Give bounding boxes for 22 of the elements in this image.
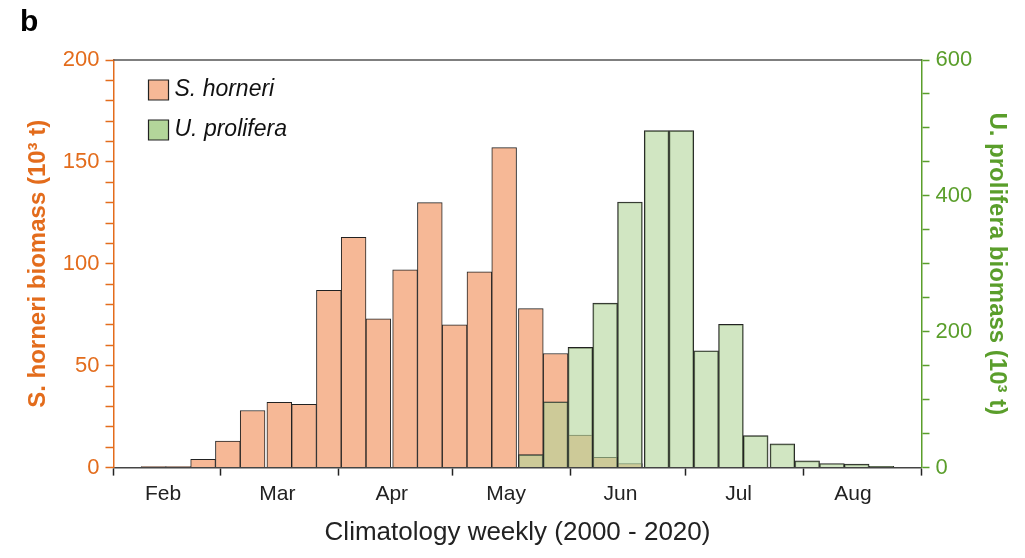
x-tick-label: May bbox=[486, 481, 527, 504]
x-axis-title: Climatology weekly (2000 - 2020) bbox=[324, 515, 711, 546]
y-tick-label: 150 bbox=[62, 147, 100, 173]
legend-label: S. horneri bbox=[174, 75, 276, 102]
x-tick-label: Apr bbox=[375, 481, 409, 504]
legend-label: U. prolifera bbox=[174, 115, 287, 142]
y-tick-label: 50 bbox=[75, 351, 100, 377]
y2-tick-label: 400 bbox=[935, 181, 973, 207]
x-tick-label: Feb bbox=[144, 481, 182, 504]
x-tick-label: Mar bbox=[259, 481, 296, 504]
text: b bbox=[20, 4, 39, 38]
x-tick-label: Jun bbox=[603, 481, 638, 504]
x-tick-label: Aug bbox=[834, 481, 872, 504]
y-tick-label: 100 bbox=[62, 249, 100, 275]
y2-tick-label: 200 bbox=[935, 317, 973, 343]
y2-tick-label: 600 bbox=[935, 46, 973, 72]
x-tick-label: Jul bbox=[725, 481, 752, 504]
y2-tick-label: 0 bbox=[935, 453, 948, 479]
y-tick-label: 200 bbox=[62, 46, 100, 72]
y2-axis-title: U. prolifera biomass (10³ t) bbox=[984, 112, 1012, 416]
y-axis-title: S. horneri biomass (10³ t) bbox=[23, 119, 51, 408]
y-tick-label: 0 bbox=[87, 453, 100, 479]
